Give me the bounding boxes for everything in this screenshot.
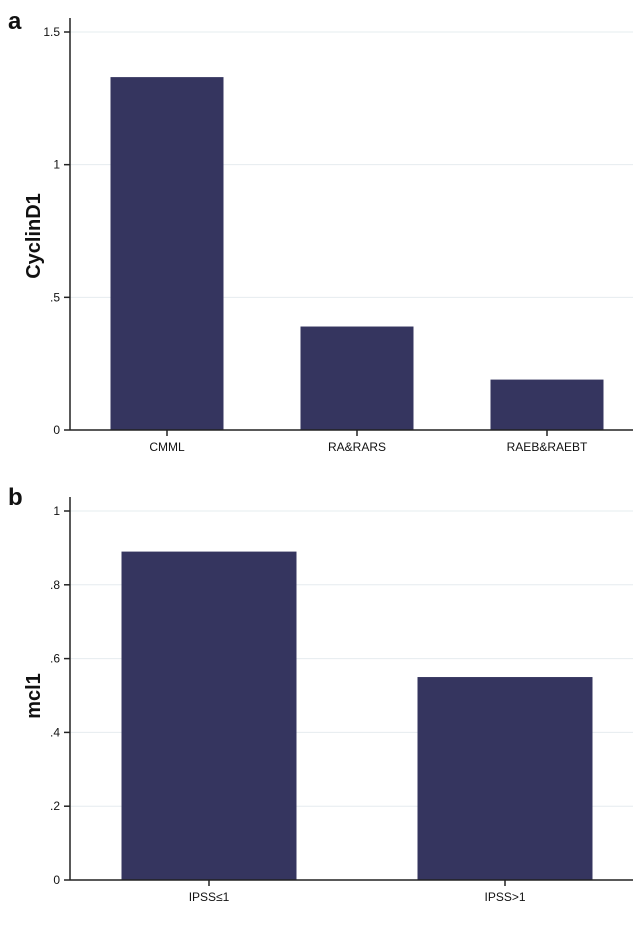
panel-b-bar-0	[121, 551, 297, 880]
panel-b-y-tick-label-1: .2	[50, 799, 60, 813]
panel-b-category-label-0: IPSS≤1	[189, 890, 230, 904]
panel-a-y-tick-label-2: 1	[53, 158, 60, 172]
panel-b-category-label-1: IPSS>1	[484, 890, 525, 904]
panel-a-y-tick-label-1: .5	[50, 290, 60, 304]
panel-a-y-axis-title: CyclinD1	[23, 193, 45, 279]
panel-b-y-tick-label-2: .4	[50, 725, 60, 739]
panel-a-chart: a CyclinD1 0 .5 1 1.5 CMML RA&RARS RAEB&RAEBT	[8, 8, 633, 454]
panel-a-letter: a	[8, 8, 22, 35]
panel-b-y-axis-title: mcl1	[23, 673, 45, 719]
panel-a-category-label-2: RAEB&RAEBT	[507, 440, 588, 454]
panel-b-letter: b	[8, 484, 23, 511]
panel-b-chart: b mcl1 0 .2 .4 .6 .8 1 IPSS≤1 IPSS>1	[8, 484, 633, 904]
panel-b-y-tick-label-5: 1	[53, 504, 60, 518]
panel-b-y-tick-label-0: 0	[53, 873, 60, 887]
panel-a-bar-1	[300, 326, 414, 430]
panel-a-bar-2	[490, 379, 604, 430]
panel-b-y-tick-label-3: .6	[50, 652, 60, 666]
panel-b-y-tick-label-4: .8	[50, 578, 60, 592]
panel-a-y-tick-label-3: 1.5	[43, 25, 60, 39]
panel-b-bar-1	[417, 677, 593, 880]
panel-a-bar-0	[110, 77, 224, 431]
panel-a-category-label-0: CMML	[149, 440, 185, 454]
panel-a-y-tick-label-0: 0	[53, 423, 60, 437]
panel-a-category-label-1: RA&RARS	[328, 440, 386, 454]
